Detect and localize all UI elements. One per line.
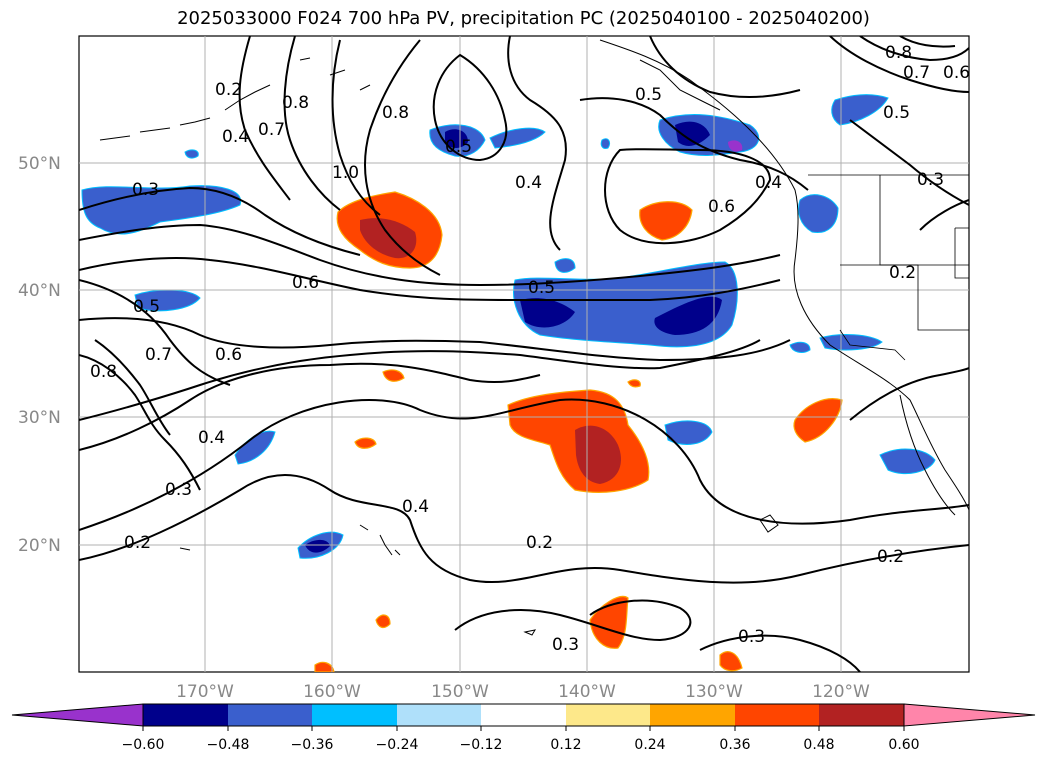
contour-label: 0.8 bbox=[382, 103, 409, 123]
contour-label: 0.3 bbox=[738, 627, 765, 647]
lon-label: 140°W bbox=[558, 682, 616, 702]
colorbar-ticks bbox=[142, 726, 905, 731]
contour-label: 0.2 bbox=[124, 533, 151, 553]
contour-label: 0.5 bbox=[883, 103, 910, 123]
contour-label: 0.2 bbox=[877, 547, 904, 567]
contour-label: 0.3 bbox=[165, 480, 192, 500]
contour-label: 0.3 bbox=[917, 170, 944, 190]
colorbar-tick-label: −0.24 bbox=[376, 737, 419, 753]
contour-label: 0.8 bbox=[282, 93, 309, 113]
precip-positive-areas bbox=[314, 191, 843, 672]
map-title: 2025033000 F024 700 hPa PV, precipitatio… bbox=[177, 8, 870, 29]
colorbar-tick-label: −0.60 bbox=[122, 737, 165, 753]
colorbar-bin bbox=[397, 704, 481, 726]
contour-label: 0.4 bbox=[222, 127, 249, 147]
colorbar-bin bbox=[735, 704, 819, 726]
colorbar-tick-label: 0.60 bbox=[888, 737, 919, 753]
colorbar-tick-label: −0.36 bbox=[291, 737, 334, 753]
contour-label: 0.7 bbox=[145, 345, 172, 365]
longitude-labels: 170°W 160°W 150°W 140°W 130°W 120°W bbox=[176, 682, 870, 702]
colorbar-bin bbox=[312, 704, 397, 726]
contour-label: 0.2 bbox=[526, 533, 553, 553]
lat-label: 50°N bbox=[18, 154, 61, 174]
contour-label: 0.7 bbox=[903, 63, 930, 83]
contour-label: 0.3 bbox=[552, 635, 579, 655]
colorbar-bin bbox=[143, 704, 228, 726]
lat-label: 30°N bbox=[18, 408, 61, 428]
colorbar-tick-labels: −0.60 −0.48 −0.36 −0.24 −0.12 0.12 0.24 … bbox=[122, 737, 920, 753]
lon-label: 120°W bbox=[812, 682, 870, 702]
contour-label: 0.8 bbox=[90, 362, 117, 382]
contour-label: 0.5 bbox=[635, 85, 662, 105]
colorbar-tick-label: −0.12 bbox=[460, 737, 503, 753]
contour-label: 0.6 bbox=[215, 345, 242, 365]
lon-label: 170°W bbox=[176, 682, 234, 702]
contour-label: 0.8 bbox=[885, 43, 912, 63]
contour-label: 0.5 bbox=[528, 278, 555, 298]
contour-label: 0.3 bbox=[132, 180, 159, 200]
colorbar-bin bbox=[228, 704, 312, 726]
contour-label: 0.2 bbox=[215, 80, 242, 100]
country-borders bbox=[808, 174, 969, 361]
contour-label: 0.5 bbox=[133, 297, 160, 317]
lon-label: 130°W bbox=[685, 682, 743, 702]
colorbar-extend-low bbox=[11, 703, 144, 727]
lat-label: 40°N bbox=[18, 281, 61, 301]
colorbar-frame bbox=[142, 703, 905, 727]
lat-label: 20°N bbox=[18, 536, 61, 556]
colorbar: −0.60 −0.48 −0.36 −0.24 −0.12 0.12 0.24 … bbox=[11, 703, 1036, 753]
pv-contours bbox=[79, 36, 969, 672]
contour-label: 0.4 bbox=[198, 428, 225, 448]
contour-label: 1.0 bbox=[332, 163, 359, 183]
contour-label: 0.6 bbox=[292, 273, 319, 293]
contour-label: 0.5 bbox=[445, 137, 472, 157]
contour-label: 0.4 bbox=[755, 173, 782, 193]
contour-label: 0.4 bbox=[515, 173, 542, 193]
contour-labels: 0.2 0.4 0.7 0.8 0.8 1.0 0.3 0.5 0.6 0.4 … bbox=[90, 43, 970, 655]
colorbar-tick-label: −0.48 bbox=[207, 737, 250, 753]
contour-label: 0.4 bbox=[402, 497, 429, 517]
colorbar-bin bbox=[566, 704, 650, 726]
colorbar-extend-high bbox=[903, 703, 1036, 727]
latitude-labels: 50°N 40°N 30°N 20°N bbox=[18, 154, 61, 556]
lon-label: 160°W bbox=[303, 682, 361, 702]
map-frame bbox=[78, 35, 970, 673]
colorbar-tick-label: 0.48 bbox=[803, 737, 834, 753]
contour-label: 0.6 bbox=[943, 63, 970, 83]
colorbar-bin bbox=[481, 704, 566, 726]
colorbar-bin bbox=[819, 704, 904, 726]
contour-label: 0.6 bbox=[708, 197, 735, 217]
lon-label: 150°W bbox=[431, 682, 489, 702]
contour-label: 0.2 bbox=[889, 263, 916, 283]
colorbar-tick-label: 0.36 bbox=[719, 737, 750, 753]
colorbar-tick-label: 0.12 bbox=[550, 737, 581, 753]
contour-label: 0.7 bbox=[258, 120, 285, 140]
colorbar-tick-label: 0.24 bbox=[634, 737, 665, 753]
colorbar-bin bbox=[650, 704, 735, 726]
